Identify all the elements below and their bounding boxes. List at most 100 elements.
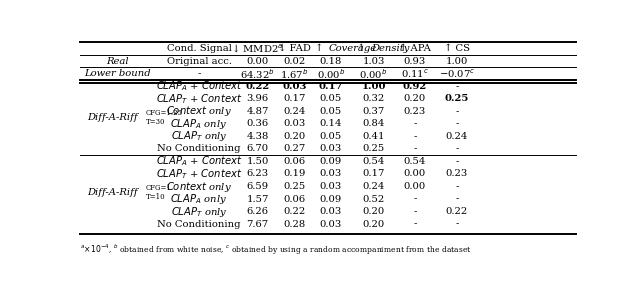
Text: Original acc.: Original acc.: [166, 57, 232, 66]
Text: 0.84: 0.84: [362, 119, 385, 128]
Text: No Conditioning: No Conditioning: [157, 220, 241, 229]
Text: -: -: [455, 144, 459, 154]
Text: $CLAP_A$ only: $CLAP_A$ only: [170, 117, 228, 131]
Text: 4.87: 4.87: [246, 107, 269, 116]
Text: 0.03: 0.03: [282, 82, 307, 91]
Text: 6.26: 6.26: [246, 207, 269, 216]
Text: ↑: ↑: [357, 44, 369, 53]
Text: $-$0.07$^{c}$: $-$0.07$^{c}$: [438, 67, 476, 80]
Text: -: -: [455, 157, 459, 166]
Text: 0.09: 0.09: [320, 157, 342, 166]
Text: -: -: [455, 119, 459, 128]
Text: Lower bound: Lower bound: [84, 69, 150, 78]
Text: -: -: [413, 132, 417, 141]
Text: 1.00: 1.00: [446, 57, 468, 66]
Text: 4.38: 4.38: [246, 132, 269, 141]
Text: 0.22: 0.22: [283, 207, 305, 216]
Text: Density: Density: [371, 44, 410, 53]
Text: 0.00: 0.00: [404, 182, 426, 191]
Text: $CLAP_T$ only: $CLAP_T$ only: [171, 129, 227, 143]
Text: 0.06: 0.06: [284, 157, 305, 166]
Text: 0.22: 0.22: [246, 82, 269, 91]
Text: 0.11$^{c}$: 0.11$^{c}$: [401, 67, 429, 80]
Text: 1.50: 1.50: [246, 157, 269, 166]
Text: ↓ MMD2$^{a}$: ↓ MMD2$^{a}$: [232, 43, 284, 54]
Text: 0.00: 0.00: [404, 169, 426, 179]
Text: Diff-A-Riff: Diff-A-Riff: [87, 188, 138, 197]
Text: 0.52: 0.52: [362, 194, 385, 204]
Text: 0.36: 0.36: [246, 119, 269, 128]
Text: -: -: [413, 207, 417, 216]
Text: 64.32$^{b}$: 64.32$^{b}$: [240, 67, 275, 81]
Text: 0.93: 0.93: [404, 57, 426, 66]
Text: 0.41: 0.41: [362, 132, 385, 141]
Text: -: -: [455, 194, 459, 204]
Text: 0.24: 0.24: [362, 182, 385, 191]
Text: 0.20: 0.20: [362, 207, 385, 216]
Text: 0.03: 0.03: [320, 220, 342, 229]
Text: 7.67: 7.67: [246, 220, 269, 229]
Text: 0.20: 0.20: [404, 94, 426, 103]
Text: 0.25: 0.25: [283, 182, 305, 191]
Text: 0.03: 0.03: [320, 182, 342, 191]
Text: $CLAP_A$ + $Context$: $CLAP_A$ + $Context$: [156, 79, 243, 93]
Text: 0.02: 0.02: [283, 57, 305, 66]
Text: -: -: [413, 194, 417, 204]
Text: ↑ CS: ↑ CS: [444, 44, 470, 53]
Text: -: -: [455, 82, 459, 91]
Text: -: -: [455, 182, 459, 191]
Text: Diff-A-Riff: Diff-A-Riff: [87, 113, 138, 122]
Text: -: -: [197, 69, 201, 78]
Text: 0.17: 0.17: [283, 94, 305, 103]
Text: Coverage: Coverage: [328, 44, 376, 53]
Text: -: -: [413, 220, 417, 229]
Text: 0.00$^{b}$: 0.00$^{b}$: [317, 67, 345, 81]
Text: 0.09: 0.09: [320, 194, 342, 204]
Text: 0.28: 0.28: [283, 220, 305, 229]
Text: 0.54: 0.54: [362, 157, 385, 166]
Text: $CLAP_T$ + $Context$: $CLAP_T$ + $Context$: [156, 92, 243, 106]
Text: CFG=1.25: CFG=1.25: [146, 109, 183, 117]
Text: T=30: T=30: [146, 118, 166, 126]
Text: 0.25: 0.25: [445, 94, 469, 103]
Text: $CLAP_A$ + $Context$: $CLAP_A$ + $Context$: [156, 155, 243, 168]
Text: 0.05: 0.05: [320, 107, 342, 116]
Text: $CLAP_T$ only: $CLAP_T$ only: [171, 204, 227, 219]
Text: 0.00: 0.00: [246, 57, 269, 66]
Text: -: -: [455, 220, 459, 229]
Text: 0.06: 0.06: [284, 194, 305, 204]
Text: -: -: [413, 144, 417, 154]
Text: Real: Real: [106, 57, 129, 66]
Text: $^{a}\!\times\!10^{-4}$, $^{b}$ obtained from white noise, $^{c}$ obtained by us: $^{a}\!\times\!10^{-4}$, $^{b}$ obtained…: [80, 242, 472, 257]
Text: 0.03: 0.03: [320, 207, 342, 216]
Text: $CLAP_T$ + $Context$: $CLAP_T$ + $Context$: [156, 167, 243, 181]
Text: ↓ FAD: ↓ FAD: [278, 44, 310, 53]
Text: 0.03: 0.03: [320, 144, 342, 154]
Text: 0.05: 0.05: [320, 94, 342, 103]
Text: ↑: ↑: [314, 44, 326, 53]
Text: $Context$ only: $Context$ only: [166, 104, 232, 118]
Text: Cond. Signal: Cond. Signal: [166, 44, 232, 53]
Text: 0.23: 0.23: [404, 107, 426, 116]
Text: 0.05: 0.05: [320, 132, 342, 141]
Text: 0.23: 0.23: [446, 169, 468, 179]
Text: ↑ APA: ↑ APA: [399, 44, 431, 53]
Text: CFG=1: CFG=1: [146, 184, 172, 192]
Text: 0.18: 0.18: [320, 57, 342, 66]
Text: 0.24: 0.24: [446, 132, 468, 141]
Text: 0.17: 0.17: [362, 169, 385, 179]
Text: 1.67$^{b}$: 1.67$^{b}$: [280, 67, 308, 81]
Text: 0.20: 0.20: [362, 220, 385, 229]
Text: 0.14: 0.14: [320, 119, 342, 128]
Text: $CLAP_A$ only: $CLAP_A$ only: [170, 192, 228, 206]
Text: 0.03: 0.03: [283, 119, 305, 128]
Text: No Conditioning: No Conditioning: [157, 144, 241, 154]
Text: 0.92: 0.92: [403, 82, 427, 91]
Text: 0.25: 0.25: [362, 144, 385, 154]
Text: $Context$ only: $Context$ only: [166, 179, 232, 194]
Text: 1.03: 1.03: [362, 57, 385, 66]
Text: 6.59: 6.59: [246, 182, 269, 191]
Text: 6.70: 6.70: [246, 144, 269, 154]
Text: 0.27: 0.27: [283, 144, 305, 154]
Text: 0.19: 0.19: [283, 169, 305, 179]
